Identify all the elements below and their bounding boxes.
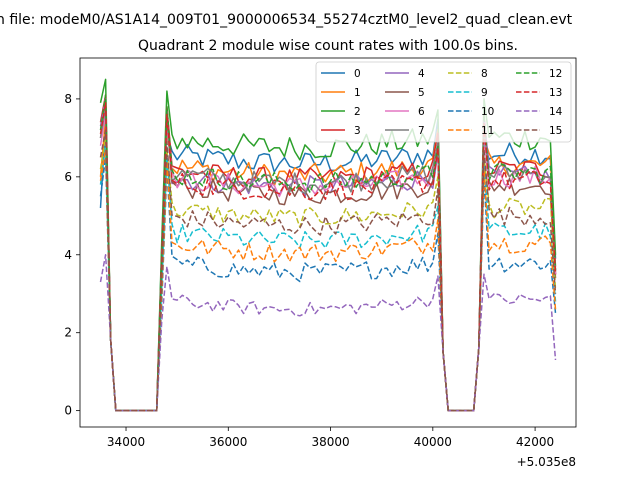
series-line-13	[99, 102, 557, 412]
y-tick-label: 2	[64, 326, 72, 340]
legend-label: 13	[549, 87, 562, 99]
series-line-14	[99, 254, 557, 412]
x-tick-label: 36000	[209, 435, 247, 449]
y-axis: 0 2 4 6 8	[64, 92, 80, 418]
plot-frame	[79, 57, 577, 428]
series-line-8	[99, 137, 557, 412]
series-line-15	[99, 129, 557, 412]
legend-label: 8	[481, 68, 488, 80]
series-line-1	[99, 117, 557, 412]
legend-label: 10	[481, 106, 494, 118]
x-tick-label: 42000	[516, 435, 554, 449]
chart-title: Quadrant 2 module wise count rates with …	[138, 38, 518, 54]
legend-label: 5	[418, 87, 425, 99]
x-tick-label: 38000	[311, 435, 349, 449]
series-layer	[99, 78, 557, 412]
legend-label: 7	[418, 125, 425, 137]
legend-label: 2	[354, 106, 361, 118]
legend-label: 0	[354, 68, 361, 80]
y-tick-label: 4	[64, 248, 72, 262]
chart-suptitle: n file: modeM0/AS1A14_009T01_9000006534_…	[0, 12, 573, 28]
legend-label: 4	[418, 68, 425, 80]
legend-label: 15	[549, 125, 562, 137]
x-offset-label: +5.035e8	[517, 455, 576, 469]
series-line-11	[99, 148, 557, 412]
legend-label: 6	[418, 106, 425, 118]
series-line-4	[99, 98, 557, 412]
legend-box	[315, 61, 572, 143]
x-tick-label: 34000	[107, 435, 145, 449]
y-tick-label: 6	[64, 170, 72, 184]
legend-label: 12	[549, 68, 562, 80]
legend-label: 1	[354, 87, 361, 99]
legend-label: 14	[549, 106, 563, 118]
series-line-6	[99, 113, 557, 412]
legend-label: 3	[354, 125, 361, 137]
series-line-10	[99, 156, 557, 412]
y-tick-label: 0	[64, 404, 72, 418]
x-tick-label: 40000	[414, 435, 452, 449]
x-axis: 34000 36000 38000 40000 42000	[107, 427, 554, 449]
legend-label: 11	[481, 125, 494, 137]
legend-label: 9	[481, 87, 488, 99]
y-tick-label: 8	[64, 92, 72, 106]
